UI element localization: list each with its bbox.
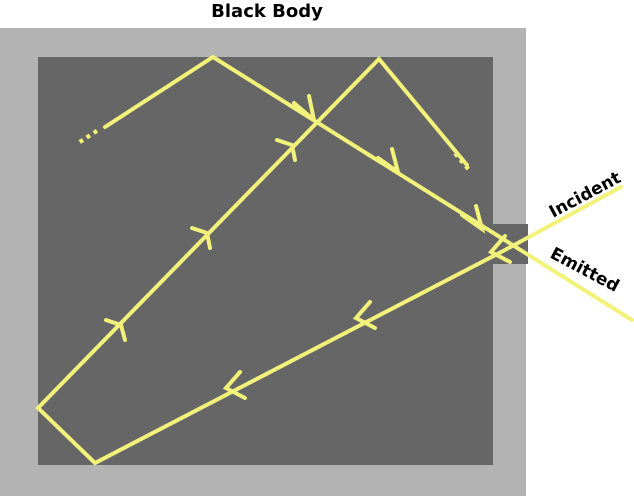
ray-path-bounce bbox=[35, 56, 623, 466]
arrow-chevron bbox=[190, 226, 212, 250]
arrow-chevron bbox=[104, 318, 127, 342]
arrow-chevron bbox=[376, 147, 402, 177]
arrow-chevron bbox=[487, 234, 512, 264]
diagram-title: Black Body bbox=[211, 1, 323, 22]
arrow-chevron bbox=[275, 138, 297, 162]
arrow-chevron bbox=[292, 94, 318, 126]
arrow-chevron bbox=[460, 204, 486, 234]
arrow-chevron bbox=[222, 370, 247, 400]
cavity-interior bbox=[38, 57, 493, 465]
ray-path-top bbox=[103, 54, 634, 322]
incident-label: Incident bbox=[546, 168, 624, 222]
arrow-chevron bbox=[352, 300, 377, 330]
